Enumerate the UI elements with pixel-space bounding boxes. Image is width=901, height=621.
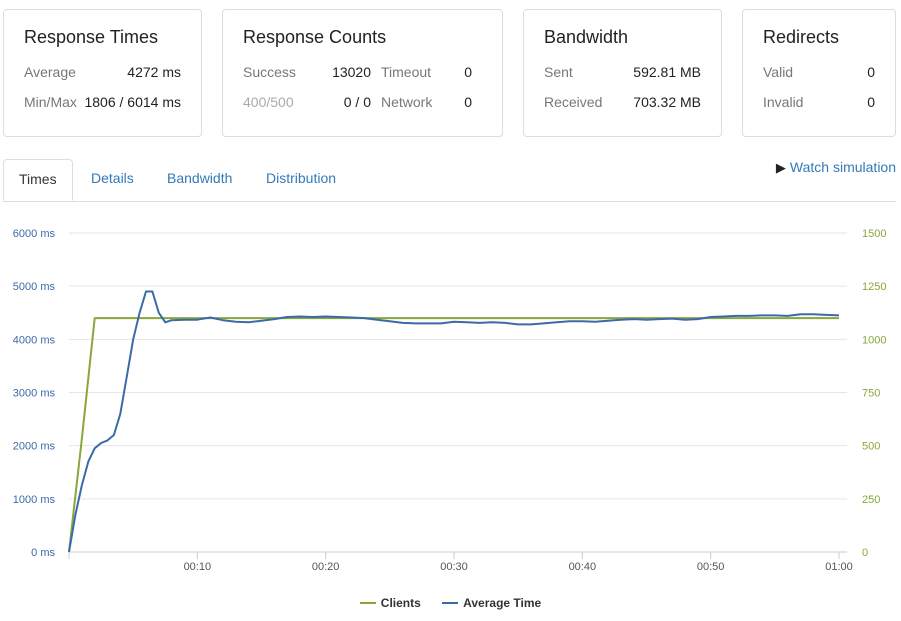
minmax-value: 1806 / 6014 ms bbox=[84, 94, 181, 110]
y-left-tick-label: 3000 ms bbox=[13, 388, 56, 400]
watch-simulation-link[interactable]: ▶ Watch simulation bbox=[776, 159, 896, 176]
x-tick-label: 00:30 bbox=[440, 561, 468, 573]
clients-series-line bbox=[68, 317, 839, 553]
play-icon: ▶ bbox=[775, 160, 786, 175]
errors-label: 400/500 bbox=[243, 94, 294, 110]
card-title: Redirects bbox=[763, 27, 840, 47]
y-right-tick-label: 500 bbox=[862, 441, 880, 453]
bandwidth-card: Bandwidth Sent 592.81 MB Received 703.32… bbox=[523, 9, 722, 137]
chart-legend: Clients Average Time bbox=[0, 596, 901, 610]
timeout-label: Timeout bbox=[381, 64, 432, 80]
minmax-label: Min/Max bbox=[24, 94, 77, 110]
y-right-tick-label: 750 bbox=[862, 388, 880, 400]
y-left-tick-label: 0 ms bbox=[31, 547, 55, 559]
legend-item-average-time[interactable]: Average Time bbox=[442, 596, 541, 610]
network-value: 0 bbox=[464, 94, 472, 110]
invalid-label: Invalid bbox=[763, 94, 804, 110]
y-left-tick-label: 5000 ms bbox=[13, 281, 56, 293]
sent-label: Sent bbox=[544, 64, 573, 80]
y-left-tick-label: 6000 ms bbox=[13, 228, 56, 240]
success-value: 13020 bbox=[332, 64, 371, 80]
received-value: 703.32 MB bbox=[633, 94, 701, 110]
card-title: Bandwidth bbox=[544, 27, 629, 47]
received-label: Received bbox=[544, 94, 603, 110]
y-right-tick-label: 250 bbox=[862, 494, 880, 506]
valid-label: Valid bbox=[763, 64, 794, 80]
sent-value: 592.81 MB bbox=[633, 64, 701, 80]
card-title: Response Times bbox=[24, 27, 159, 47]
legend-label-clients: Clients bbox=[380, 596, 421, 610]
average-time-series-line bbox=[68, 290, 840, 553]
timeout-value: 0 bbox=[464, 64, 472, 80]
errors-value: 0 / 0 bbox=[343, 94, 371, 110]
x-tick-label: 00:50 bbox=[697, 561, 725, 573]
valid-value: 0 bbox=[867, 64, 875, 80]
invalid-value: 0 bbox=[867, 94, 875, 110]
tab-bandwidth[interactable]: Bandwidth bbox=[167, 170, 233, 186]
x-tick-label: 01:00 bbox=[825, 561, 853, 573]
average-time-swatch bbox=[442, 601, 459, 604]
average-value: 4272 ms bbox=[127, 64, 181, 80]
y-right-tick-label: 1250 bbox=[862, 281, 886, 293]
card-title: Response Counts bbox=[243, 27, 387, 47]
tab-bar: Times Details Bandwidth Distribution bbox=[3, 159, 896, 202]
clients-swatch bbox=[359, 601, 376, 604]
y-left-tick-label: 2000 ms bbox=[13, 441, 56, 453]
tab-distribution[interactable]: Distribution bbox=[266, 170, 337, 186]
watch-simulation-label: Watch simulation bbox=[789, 159, 896, 175]
tab-details[interactable]: Details bbox=[91, 170, 134, 186]
x-tick-label: 00:20 bbox=[312, 561, 340, 573]
response-times-card: Response Times Average 4272 ms Min/Max 1… bbox=[3, 9, 202, 137]
network-label: Network bbox=[381, 94, 433, 110]
redirects-card: Redirects Valid 0 Invalid 0 bbox=[742, 9, 896, 137]
legend-item-clients[interactable]: Clients bbox=[359, 596, 421, 610]
y-left-tick-label: 1000 ms bbox=[13, 494, 56, 506]
response-counts-card: Response Counts Success 13020 Timeout 0 … bbox=[222, 9, 503, 137]
tab-times[interactable]: Times bbox=[3, 159, 73, 201]
average-label: Average bbox=[24, 64, 76, 80]
success-label: Success bbox=[243, 64, 296, 80]
legend-label-average-time: Average Time bbox=[463, 596, 542, 610]
y-right-tick-label: 1000 bbox=[862, 334, 886, 346]
y-left-tick-label: 4000 ms bbox=[13, 334, 56, 346]
y-right-tick-label: 0 bbox=[862, 547, 868, 559]
y-right-tick-label: 1500 bbox=[862, 228, 886, 240]
x-tick-label: 00:10 bbox=[184, 561, 212, 573]
x-tick-label: 00:40 bbox=[569, 561, 597, 573]
